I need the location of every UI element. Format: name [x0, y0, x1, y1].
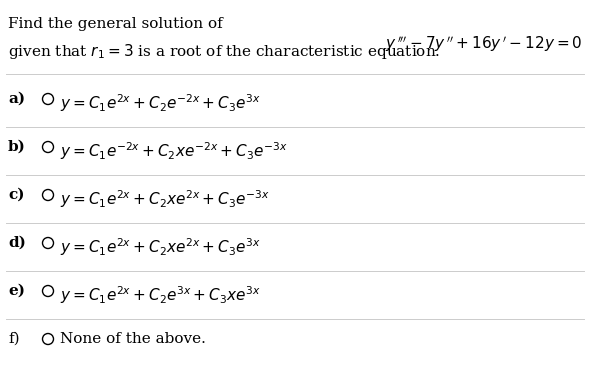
Text: $y = C_1 e^{2x} + C_2 x e^{2x} + C_3 e^{3x}$: $y = C_1 e^{2x} + C_2 x e^{2x} + C_3 e^{…	[60, 236, 261, 258]
Text: c): c)	[8, 188, 25, 202]
Text: Find the general solution of: Find the general solution of	[8, 17, 223, 31]
Text: $y\,''' - 7y\,'' + 16y\,' - 12y = 0$: $y\,''' - 7y\,'' + 16y\,' - 12y = 0$	[385, 34, 582, 54]
Text: a): a)	[8, 92, 25, 106]
Text: d): d)	[8, 236, 26, 250]
Text: f): f)	[8, 332, 19, 346]
Text: $y = C_1 e^{-2x} + C_2 x e^{-2x} + C_3 e^{-3x}$: $y = C_1 e^{-2x} + C_2 x e^{-2x} + C_3 e…	[60, 140, 288, 162]
Text: given that $r_1 = 3$ is a root of the characteristic equation.: given that $r_1 = 3$ is a root of the ch…	[8, 42, 440, 61]
Text: e): e)	[8, 284, 25, 298]
Text: $y = C_1 e^{2x} + C_2 e^{3x} + C_3 x e^{3x}$: $y = C_1 e^{2x} + C_2 e^{3x} + C_3 x e^{…	[60, 284, 261, 306]
Text: b): b)	[8, 140, 26, 154]
Text: $y = C_1 e^{2x} + C_2 e^{-2x} + C_3 e^{3x}$: $y = C_1 e^{2x} + C_2 e^{-2x} + C_3 e^{3…	[60, 92, 261, 114]
Text: $y = C_1 e^{2x} + C_2 x e^{2x} + C_3 e^{-3x}$: $y = C_1 e^{2x} + C_2 x e^{2x} + C_3 e^{…	[60, 188, 270, 210]
Text: None of the above.: None of the above.	[60, 332, 206, 346]
